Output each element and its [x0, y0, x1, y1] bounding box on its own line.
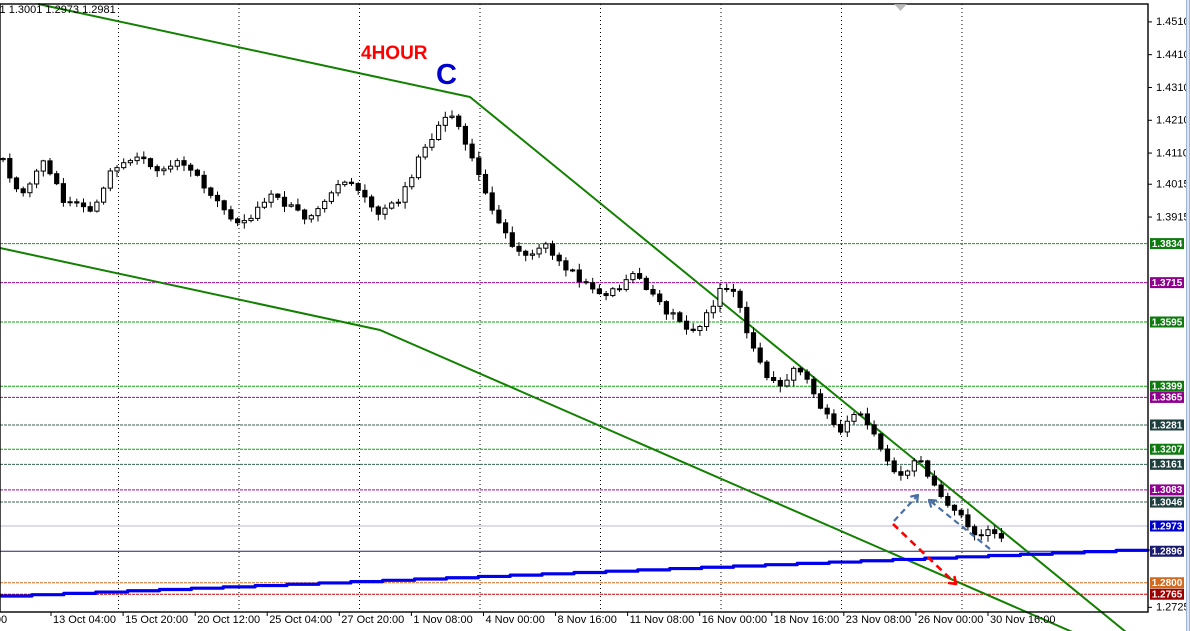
svg-text:1.3834: 1.3834 — [1152, 239, 1183, 250]
svg-text:1.3715: 1.3715 — [1152, 278, 1183, 289]
svg-text:11 Nov 08:00: 11 Nov 08:00 — [630, 614, 695, 626]
svg-text:1.4210: 1.4210 — [1156, 115, 1190, 127]
svg-text:1.3915: 1.3915 — [1156, 211, 1190, 223]
svg-text:1 Nov 08:00: 1 Nov 08:00 — [413, 614, 472, 626]
svg-text:C: C — [436, 59, 457, 91]
svg-text:1.3161: 1.3161 — [1152, 460, 1183, 471]
svg-text:11 Oct 12:00: 11 Oct 12:00 — [0, 614, 7, 626]
svg-text:1.2765: 1.2765 — [1152, 590, 1183, 601]
svg-text:1.4410: 1.4410 — [1156, 49, 1190, 61]
svg-text:1.2896: 1.2896 — [1152, 547, 1183, 558]
svg-text:1.4510: 1.4510 — [1156, 16, 1190, 28]
svg-text:1.2800: 1.2800 — [1152, 578, 1183, 589]
svg-text:1.3365: 1.3365 — [1152, 393, 1183, 404]
svg-text:13 Oct 04:00: 13 Oct 04:00 — [53, 614, 116, 626]
svg-text:1.2725: 1.2725 — [1156, 602, 1190, 614]
svg-text:23 Nov 08:00: 23 Nov 08:00 — [846, 614, 911, 626]
svg-text:20 Oct 12:00: 20 Oct 12:00 — [197, 614, 260, 626]
svg-text:25 Oct 04:00: 25 Oct 04:00 — [269, 614, 332, 626]
svg-text:4 Nov 00:00: 4 Nov 00:00 — [486, 614, 545, 626]
svg-text:8 Nov 16:00: 8 Nov 16:00 — [558, 614, 617, 626]
svg-text:18 Nov 16:00: 18 Nov 16:00 — [774, 614, 839, 626]
svg-text:1.3281: 1.3281 — [1152, 420, 1183, 431]
svg-text:4HOUR: 4HOUR — [361, 43, 428, 64]
svg-text:1.4015: 1.4015 — [1156, 179, 1190, 191]
svg-text:1.3595: 1.3595 — [1152, 317, 1183, 328]
svg-text:1.3046: 1.3046 — [1152, 497, 1183, 508]
svg-text:16 Nov 00:00: 16 Nov 00:00 — [702, 614, 767, 626]
svg-text:1.3399: 1.3399 — [1152, 382, 1183, 393]
svg-text:1.4110: 1.4110 — [1156, 147, 1189, 159]
svg-text:1.2973: 1.2973 — [1152, 521, 1183, 532]
svg-text:27 Oct 20:00: 27 Oct 20:00 — [341, 614, 404, 626]
svg-text:15 Oct 20:00: 15 Oct 20:00 — [125, 614, 188, 626]
svg-text:26 Nov 00:00: 26 Nov 00:00 — [918, 614, 983, 626]
svg-text:1.3207: 1.3207 — [1152, 445, 1183, 456]
svg-text:30 Nov 16:00: 30 Nov 16:00 — [990, 614, 1055, 626]
svg-text:1.4310: 1.4310 — [1156, 82, 1190, 94]
svg-text:1.2981 1.3001 1.2973 1.2981: 1.2981 1.3001 1.2973 1.2981 — [0, 4, 116, 16]
svg-text:1.3083: 1.3083 — [1152, 485, 1183, 496]
